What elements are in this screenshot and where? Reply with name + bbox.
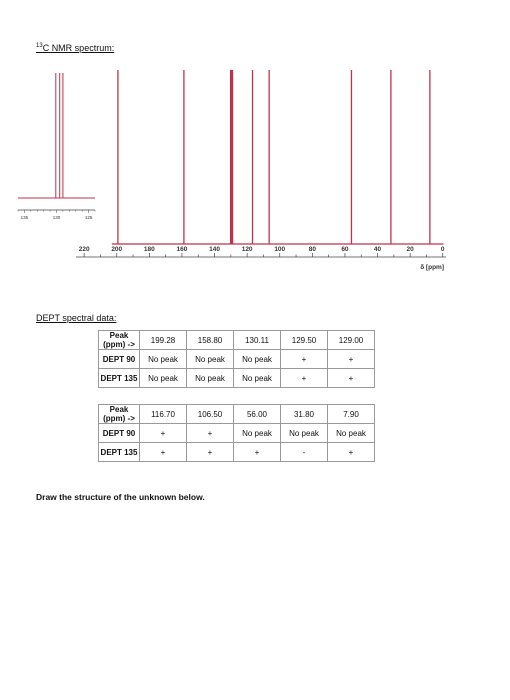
table-cell: 199.28	[139, 330, 187, 350]
dept-heading: DEPT spectral data:	[36, 313, 117, 323]
table-cell: No peak	[186, 349, 234, 369]
table-cell: -	[280, 442, 328, 462]
x-tick-label: 160	[177, 246, 188, 253]
table-cell: 56.00	[233, 404, 281, 424]
row-label-peak: Peak (ppm) ->	[98, 404, 140, 424]
nmr-spectrum-chart: 220 200 180 160 140 120 100 80 60 40 20 0δ [ppm]135…	[17, 70, 446, 271]
instruction-text: Draw the structure of the unknown below.	[36, 492, 205, 502]
table-cell: 130.11	[233, 330, 281, 350]
x-tick-label: 120	[242, 246, 253, 253]
x-tick-label: 180	[144, 246, 155, 253]
x-tick-label: 200	[111, 246, 122, 253]
table-cell: 129.00	[327, 330, 375, 350]
table-row-dept135: DEPT 135 No peak No peak No peak + +	[98, 368, 375, 388]
dept-table-2: Peak (ppm) -> 116.70 106.50 56.00 31.80 …	[98, 404, 375, 462]
x-tick-label: 80	[309, 246, 317, 253]
row-label-dept90: DEPT 90	[98, 423, 140, 443]
inset-spectrum: 135 130 125	[17, 73, 96, 220]
title-superscript: 13	[36, 43, 43, 49]
table-cell: No peak	[327, 423, 375, 443]
x-axis-label: δ [ppm]	[420, 264, 444, 271]
x-tick-label: 140	[209, 246, 220, 253]
table-cell: +	[139, 423, 187, 443]
table-row-dept135: DEPT 135 + + + - +	[98, 442, 375, 462]
table-cell: 7.90	[327, 404, 375, 424]
table-cell: +	[327, 349, 375, 369]
table-cell: +	[186, 423, 234, 443]
inset-tick-label: 135	[21, 215, 29, 220]
row-label-dept135: DEPT 135	[98, 442, 140, 462]
table-cell: No peak	[186, 368, 234, 388]
inset-tick-label: 130	[53, 215, 61, 220]
table-cell: +	[139, 442, 187, 462]
row-label-dept135: DEPT 135	[98, 368, 140, 388]
table-cell: +	[327, 442, 375, 462]
dept-table-1: Peak (ppm) -> 199.28 158.80 130.11 129.5…	[98, 330, 375, 388]
row-label-peak: Peak (ppm) ->	[98, 330, 140, 350]
table-cell: 158.80	[186, 330, 234, 350]
table-cell: 31.80	[280, 404, 328, 424]
x-tick-label: 0	[441, 246, 445, 253]
row-label-dept90: DEPT 90	[98, 349, 140, 369]
table-cell: No peak	[139, 349, 187, 369]
table-cell: 129.50	[280, 330, 328, 350]
table-row-peaks: Peak (ppm) -> 116.70 106.50 56.00 31.80 …	[98, 404, 375, 424]
page-title: 13C NMR spectrum:	[36, 43, 114, 53]
inset-tick-label: 125	[85, 215, 93, 220]
title-text: C NMR spectrum:	[42, 43, 115, 53]
main-spectrum: 220 200 180 160 140 120 100 80 60 40 20 0δ [ppm]	[76, 70, 446, 271]
table-cell: No peak	[139, 368, 187, 388]
table-cell: No peak	[233, 423, 281, 443]
x-tick-label: 20	[407, 246, 415, 253]
table-cell: No peak	[233, 349, 281, 369]
table-cell: +	[186, 442, 234, 462]
table-cell: 116.70	[139, 404, 187, 424]
table-cell: No peak	[280, 423, 328, 443]
table-row-dept90: DEPT 90 No peak No peak No peak + +	[98, 349, 375, 369]
table-cell: +	[327, 368, 375, 388]
x-tick-label: 60	[341, 246, 349, 253]
table-cell: 106.50	[186, 404, 234, 424]
table-cell: +	[233, 442, 281, 462]
table-cell: +	[280, 349, 328, 369]
x-tick-label: 220	[79, 246, 90, 253]
table-row-peaks: Peak (ppm) -> 199.28 158.80 130.11 129.5…	[98, 330, 375, 350]
table-row-dept90: DEPT 90 + + No peak No peak No peak	[98, 423, 375, 443]
table-cell: +	[280, 368, 328, 388]
table-cell: No peak	[233, 368, 281, 388]
x-tick-label: 100	[274, 246, 285, 253]
x-tick-label: 40	[374, 246, 382, 253]
